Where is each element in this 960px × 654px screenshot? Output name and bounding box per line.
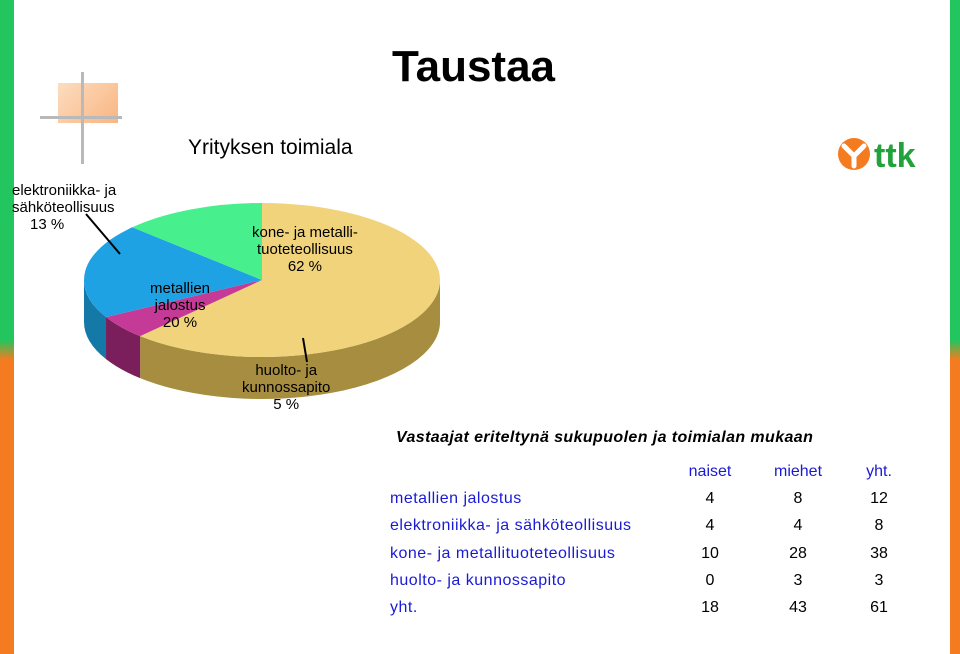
- left-accent-bar: [0, 0, 14, 654]
- row-label: yht.: [390, 599, 418, 617]
- logo-mark: [841, 143, 867, 169]
- slice-label-metallien: metallien jalostus 20 %: [150, 280, 210, 331]
- chart-title: Yrityksen toimiala: [188, 136, 353, 159]
- cell-naiset: 10: [701, 544, 719, 562]
- slice-label-elektroniikka: elektroniikka- ja sähköteollisuus 13 %: [12, 182, 116, 233]
- table-row: elektroniikka- ja sähköteollisuus 4 4 8: [386, 513, 916, 540]
- table-row: metallien jalostus 4 8 12: [386, 485, 916, 512]
- cell-yht: 8: [874, 517, 884, 535]
- table-row: huolto- ja kunnossapito 0 3 3: [386, 567, 916, 594]
- slice-label-metallien-line2: jalostus: [154, 297, 206, 314]
- leader-huolto: [302, 337, 308, 363]
- table-row: kone- ja metallituoteteollisuus 10 28 38: [386, 540, 916, 567]
- cell-yht: 61: [870, 599, 888, 617]
- pie-side-0: [140, 280, 440, 399]
- pie-chart: [84, 203, 441, 399]
- right-accent-bar: [950, 0, 960, 654]
- leader-elektroniikka: [85, 213, 121, 255]
- slice-label-elektroniikka-value: 13 %: [30, 216, 65, 233]
- slice-label-elektroniikka-line1: elektroniikka- ja: [12, 182, 117, 199]
- pie-tops: [84, 203, 441, 357]
- data-table: naiset miehet yht. metallien jalostus 4 …: [386, 458, 916, 622]
- slice-label-metallien-value: 20 %: [162, 314, 198, 331]
- table-header-empty: [386, 458, 666, 485]
- slide-title: Taustaa: [392, 42, 556, 91]
- slice-label-elektroniikka-line2: sähköteollisuus: [12, 199, 115, 216]
- logo-text: ttk: [874, 137, 916, 174]
- cell-yht: 38: [870, 544, 888, 562]
- pie-sides: [84, 280, 440, 399]
- table-header-row: naiset miehet yht.: [386, 458, 916, 485]
- slice-label-kone-value: 62 %: [287, 258, 323, 275]
- row-label: elektroniikka- ja sähköteollisuus: [390, 517, 632, 535]
- row-label: metallien jalostus: [390, 489, 522, 507]
- cell-miehet: 8: [793, 489, 803, 507]
- table-row: yht. 18 43 61: [386, 595, 916, 622]
- cell-naiset: 4: [705, 517, 715, 535]
- cell-yht: 12: [870, 489, 888, 507]
- table-header-miehet: miehet: [773, 462, 823, 480]
- pie-side-1: [106, 317, 141, 379]
- cell-yht: 3: [874, 571, 884, 589]
- ttk-logo: ttk: [838, 137, 916, 174]
- cell-miehet: 43: [789, 599, 807, 617]
- pie-slice-0: [140, 203, 441, 357]
- row-label: huolto- ja kunnossapito: [390, 571, 567, 589]
- table-header-naiset: naiset: [688, 462, 732, 480]
- pie-leaders: [85, 213, 308, 363]
- cell-naiset: 18: [701, 599, 719, 617]
- slice-label-huolto-line2: kunnossapito: [242, 379, 331, 396]
- cell-naiset: 4: [705, 489, 715, 507]
- slice-label-huolto-value: 5 %: [273, 396, 300, 413]
- table-title: Vastaajat eriteltynä sukupuolen ja toimi…: [396, 429, 814, 446]
- pie-slice-1: [106, 280, 262, 337]
- cell-naiset: 0: [705, 571, 715, 589]
- cell-miehet: 3: [793, 571, 803, 589]
- slice-label-metallien-line1: metallien: [150, 280, 211, 297]
- slice-label-kone-line2: tuoteteollisuus: [256, 241, 353, 258]
- table-header-yht: yht.: [866, 462, 892, 480]
- slice-label-huolto: huolto- ja kunnossapito 5 %: [242, 362, 330, 413]
- slice-label-kone: kone- ja metalli- tuoteteollisuus 62 %: [252, 224, 358, 275]
- pie-side-2: [84, 280, 107, 360]
- slice-label-huolto-line1: huolto- ja: [255, 362, 318, 379]
- decorative-horizontal-line: [40, 116, 122, 119]
- row-label: kone- ja metallituoteteollisuus: [390, 544, 616, 562]
- slice-label-kone-line1: kone- ja metalli-: [252, 224, 358, 241]
- cell-miehet: 28: [789, 544, 807, 562]
- pie-slice-2: [84, 227, 263, 318]
- cell-miehet: 4: [793, 517, 803, 535]
- pie-slice-3: [132, 203, 262, 280]
